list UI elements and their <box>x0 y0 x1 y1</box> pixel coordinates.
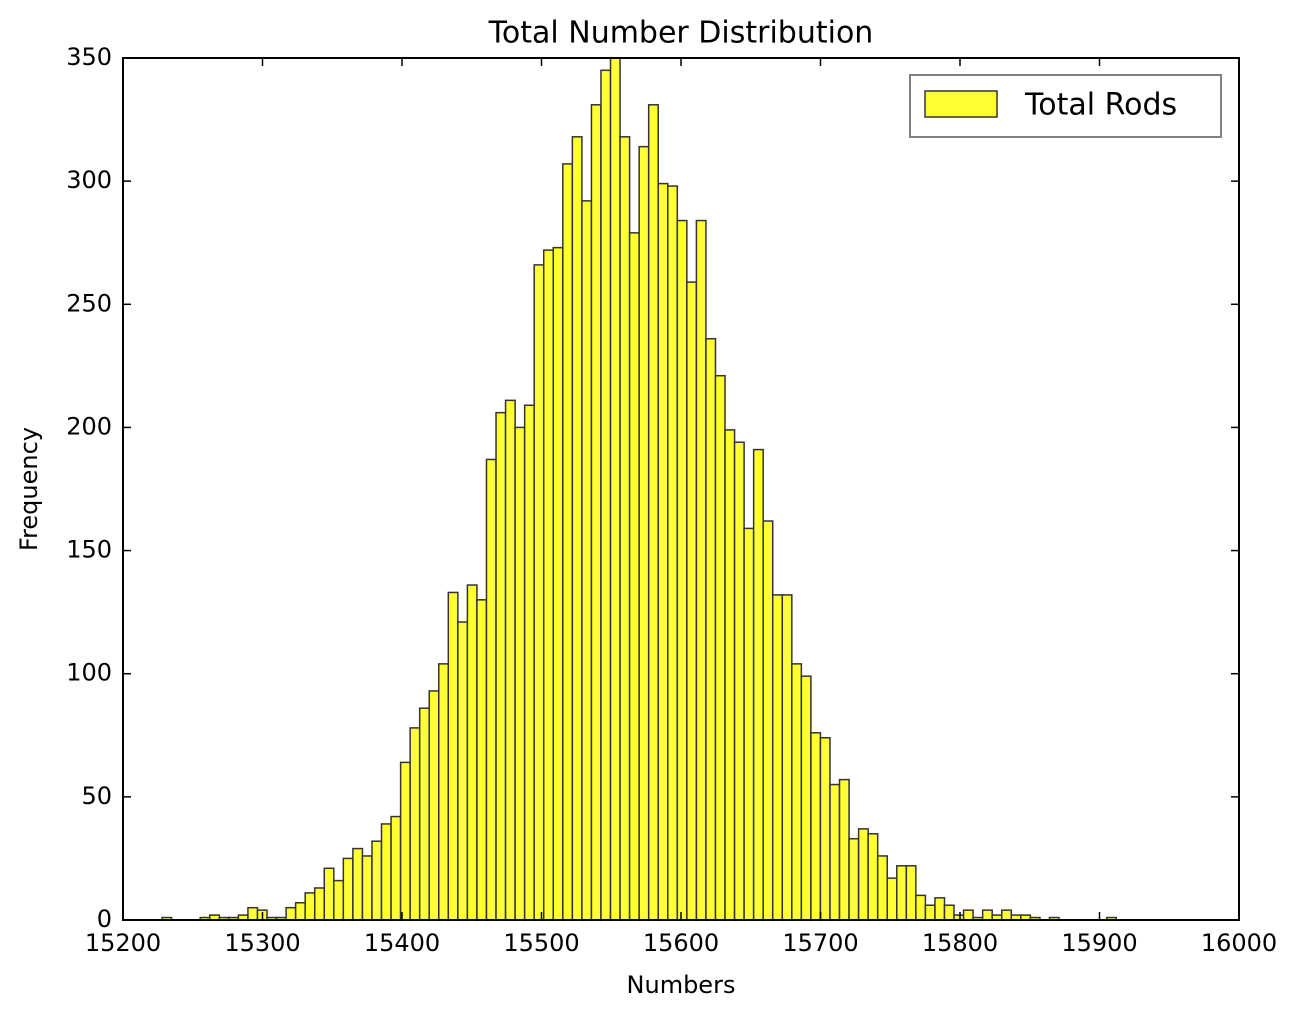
bar <box>657 182 669 921</box>
y-tick-label: 0 <box>97 905 112 933</box>
bar <box>695 219 707 921</box>
y-tick-label: 50 <box>81 782 112 810</box>
bar <box>829 783 841 921</box>
bar <box>743 527 755 921</box>
x-tick-label: 15500 <box>503 929 579 957</box>
bar <box>371 840 383 921</box>
y-tick-label: 100 <box>66 659 112 687</box>
bar <box>542 249 555 921</box>
bar <box>457 621 469 921</box>
bar <box>962 909 974 921</box>
bar <box>390 815 402 921</box>
bar <box>418 707 430 921</box>
bar <box>562 163 574 921</box>
bar <box>886 877 898 921</box>
bar <box>313 887 326 921</box>
bar <box>247 906 259 921</box>
legend-swatch <box>924 90 998 118</box>
bar <box>638 145 650 921</box>
y-tick-label: 150 <box>66 536 112 564</box>
bar <box>791 663 803 921</box>
bar <box>552 246 564 921</box>
bar <box>495 411 507 921</box>
bar <box>905 865 917 921</box>
legend-label: Total Rods <box>1024 88 1177 123</box>
bar <box>361 855 373 921</box>
x-tick-label: 15800 <box>922 929 998 957</box>
bar <box>771 594 784 921</box>
bar <box>762 520 774 921</box>
bar <box>686 281 698 921</box>
bar <box>667 185 679 921</box>
x-tick-label: 15700 <box>782 929 858 957</box>
y-tick-label: 250 <box>66 289 112 317</box>
bar <box>428 690 440 921</box>
bar <box>924 904 936 921</box>
bar <box>447 591 459 921</box>
bar <box>838 778 850 921</box>
y-tick-label: 350 <box>66 43 112 71</box>
bar <box>752 448 764 921</box>
bar <box>523 404 535 921</box>
bar <box>609 57 621 921</box>
bar <box>724 429 736 921</box>
x-tick-label: 16000 <box>1201 929 1277 957</box>
bar <box>504 399 516 921</box>
bar <box>352 847 364 921</box>
bar <box>333 879 345 921</box>
y-axis-label: Frequency <box>15 427 43 551</box>
bar <box>647 104 659 921</box>
bar <box>466 584 478 921</box>
bar <box>304 892 316 921</box>
bar <box>1000 909 1013 921</box>
y-tick-label: 300 <box>66 166 112 194</box>
bar <box>733 441 745 921</box>
bar <box>294 902 306 921</box>
bar <box>810 732 822 921</box>
x-tick-label: 15600 <box>643 929 719 957</box>
x-tick-label: 15400 <box>364 929 440 957</box>
bar <box>981 909 993 921</box>
bar <box>867 833 879 921</box>
bar <box>399 761 411 921</box>
bar <box>619 136 631 921</box>
x-tick-label: 15300 <box>224 929 300 957</box>
bar <box>323 867 335 921</box>
bar <box>380 823 392 921</box>
bar <box>581 200 593 921</box>
bar <box>819 736 831 921</box>
bar <box>934 897 946 921</box>
bar <box>285 906 297 921</box>
bar <box>857 828 869 921</box>
x-tick-label: 15900 <box>1061 929 1137 957</box>
bar <box>676 219 688 921</box>
bar <box>485 458 497 921</box>
chart-title: Total Number Distribution <box>488 16 874 51</box>
y-tick-label: 200 <box>66 412 112 440</box>
bar <box>590 104 602 921</box>
bar <box>943 904 955 921</box>
bar <box>705 338 717 921</box>
x-tick-label: 15200 <box>85 929 161 957</box>
bar <box>781 594 793 921</box>
bar <box>409 727 421 921</box>
bar <box>571 136 583 921</box>
bar <box>342 857 354 921</box>
bar <box>896 865 908 921</box>
bar <box>438 663 450 921</box>
bar <box>476 599 488 921</box>
bar <box>848 837 860 921</box>
bar <box>514 426 526 921</box>
x-axis-label: Numbers <box>627 971 736 999</box>
bar <box>714 374 726 921</box>
bar <box>600 69 612 921</box>
bar <box>915 894 927 921</box>
bar <box>876 855 888 921</box>
bar <box>800 675 812 921</box>
bar <box>533 264 545 921</box>
bar <box>628 232 640 921</box>
